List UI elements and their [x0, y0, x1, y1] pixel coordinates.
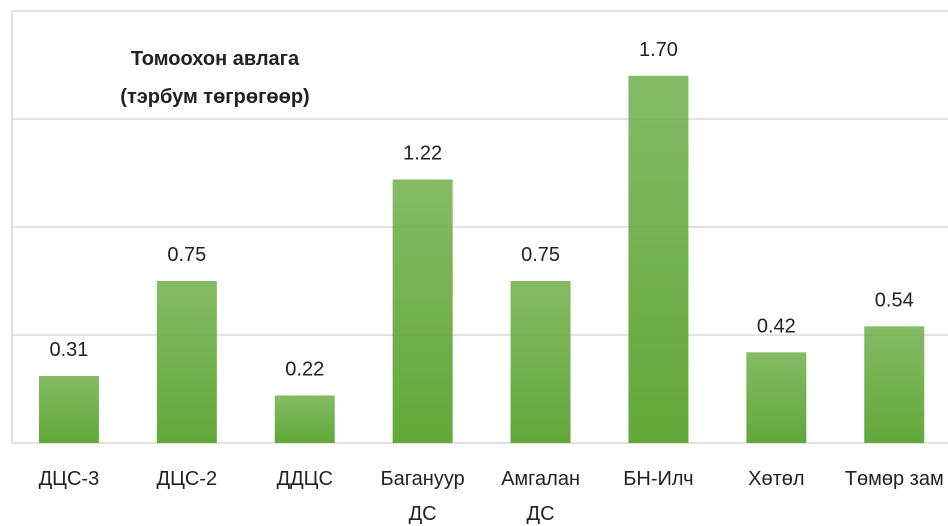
x-tick-label: ДДЦС — [276, 468, 333, 490]
data-label: 1.70 — [639, 39, 678, 61]
data-label: 0.31 — [49, 339, 88, 361]
x-tick-label: Төмөр зам — [844, 468, 944, 490]
data-label: 0.75 — [521, 244, 560, 266]
x-tick-label: БН-Илч — [623, 468, 694, 490]
data-label: 0.54 — [875, 289, 914, 311]
data-label: 1.22 — [403, 142, 442, 164]
bar — [392, 179, 453, 444]
bar — [156, 281, 217, 443]
x-tick-label: Хөтөл — [748, 468, 805, 490]
data-label: 0.75 — [167, 244, 206, 266]
x-tick-label: ДЦС-3 — [38, 468, 100, 490]
bar — [864, 326, 925, 443]
bar — [38, 376, 99, 443]
chart-title: Томоохон авлага (тэрбум төгрөгөөр) — [120, 48, 310, 108]
data-label: 0.22 — [285, 358, 324, 380]
bar — [628, 75, 689, 444]
bar — [510, 281, 571, 443]
bar — [274, 395, 335, 443]
data-label: 0.42 — [757, 315, 796, 337]
x-tick-label: Багануур ДС — [380, 468, 465, 525]
bar — [746, 352, 807, 443]
x-tick-label: ДЦС-2 — [156, 468, 218, 490]
x-tick-label: Амгалан ДС — [501, 468, 580, 525]
